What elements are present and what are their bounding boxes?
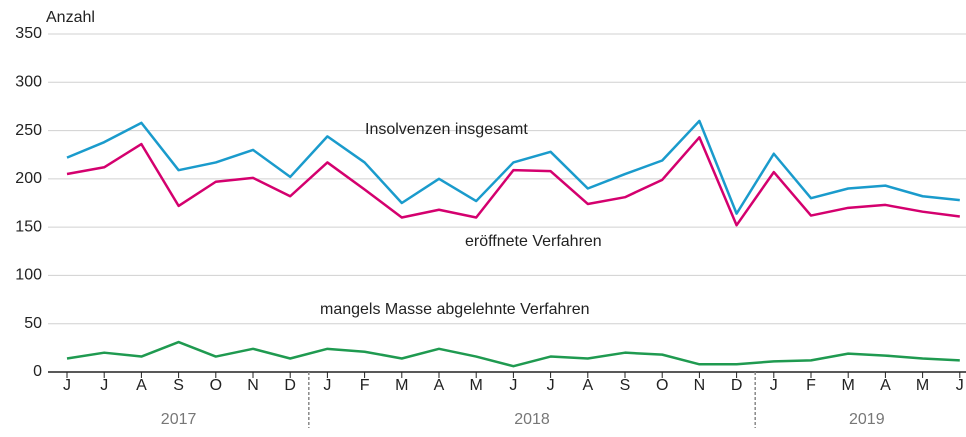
- x-tick-label: A: [582, 377, 593, 394]
- x-tick-label: J: [956, 377, 964, 394]
- x-tick-label: J: [509, 377, 517, 394]
- y-tick-label: 250: [15, 122, 42, 139]
- y-axis-label: Anzahl: [46, 9, 95, 26]
- year-label: 2018: [514, 411, 550, 428]
- x-tick-label: F: [360, 377, 370, 394]
- x-tick-label: O: [656, 377, 668, 394]
- x-tick-label: N: [247, 377, 259, 394]
- x-tick-label: J: [547, 377, 555, 394]
- x-tick-label: A: [434, 377, 445, 394]
- y-tick-label: 0: [33, 363, 42, 380]
- y-tick-label: 300: [15, 74, 42, 91]
- x-tick-label: S: [620, 377, 631, 394]
- x-tick-label: J: [770, 377, 778, 394]
- series-label: mangels Masse abgelehnte Verfahren: [320, 301, 590, 318]
- series-line: [66, 119, 960, 215]
- x-tick-label: J: [323, 377, 331, 394]
- x-tick-label: A: [880, 377, 891, 394]
- x-tick-label: F: [806, 377, 816, 394]
- series-label: eröffnete Verfahren: [465, 233, 602, 250]
- series-line: [66, 340, 960, 368]
- series-label: Insolvenzen insgesamt: [365, 121, 528, 138]
- y-tick-label: 200: [15, 170, 42, 187]
- year-label: 2019: [849, 411, 885, 428]
- year-label: 2017: [161, 411, 197, 428]
- y-tick-label: 350: [15, 25, 42, 42]
- x-tick-label: S: [173, 377, 184, 394]
- y-tick-label: 150: [15, 218, 42, 235]
- x-tick-label: J: [63, 377, 71, 394]
- x-tick-label: M: [470, 377, 483, 394]
- x-tick-label: M: [916, 377, 929, 394]
- x-tick-label: O: [210, 377, 222, 394]
- x-tick-label: D: [731, 377, 743, 394]
- y-tick-label: 100: [15, 267, 42, 284]
- x-tick-label: M: [842, 377, 855, 394]
- series-line: [66, 136, 960, 227]
- x-tick-label: M: [395, 377, 408, 394]
- x-tick-label: D: [284, 377, 296, 394]
- x-tick-label: N: [694, 377, 706, 394]
- x-tick-label: A: [136, 377, 147, 394]
- y-tick-label: 50: [24, 315, 42, 332]
- x-tick-label: J: [100, 377, 108, 394]
